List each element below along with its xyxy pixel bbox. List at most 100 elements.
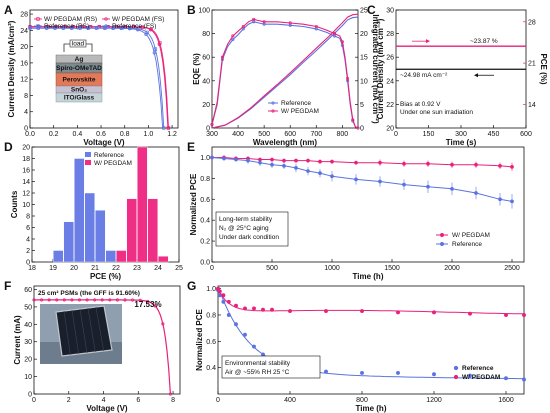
x-tick-label: 0.2 [49, 131, 59, 138]
jv-marker [44, 26, 49, 30]
data-point [318, 159, 322, 164]
x-axis-label: Wavelength (nm) [253, 138, 317, 147]
y-tick-label: 0 [28, 392, 32, 399]
pce-annotation: ~23.87 % [470, 38, 498, 45]
x-axis-label: PCE (%) [90, 272, 121, 281]
iv-marker [108, 298, 112, 302]
legend-marker [453, 374, 459, 380]
x-tick-label: 1500 [384, 265, 400, 272]
x-tick-label: 4 [102, 397, 106, 404]
legend: Reference W/ PEGDAM [453, 365, 500, 381]
y-tick-label: 6 [26, 225, 30, 232]
x-axis-label: Voltage (V) [83, 138, 125, 147]
y-tick-label: 12 [22, 191, 30, 198]
y-tick-label: 24 [20, 28, 28, 35]
y-tick-label: 0.4 [200, 218, 210, 225]
annotation-box [221, 355, 321, 379]
iv-marker [93, 298, 97, 302]
inset-layer-label: Ag [75, 56, 84, 63]
y-tick-label: 14 [22, 179, 30, 186]
iv-marker [146, 299, 150, 304]
eqe-marker [241, 24, 245, 29]
y-tick-label: 22 [386, 102, 394, 109]
plot-frame [29, 9, 179, 129]
y-right-axis-label: PCE (%) [539, 53, 548, 84]
jv-marker [152, 51, 156, 55]
data-point [402, 161, 406, 166]
data-point [354, 177, 358, 182]
data-point [474, 162, 478, 167]
data-point [252, 306, 256, 311]
y-right-tick-label: 14 [528, 102, 536, 109]
data-point [282, 163, 286, 168]
data-point [498, 197, 502, 202]
data-point [246, 158, 250, 163]
histogram-bar [116, 250, 127, 263]
x-tick-label: 0.6 [96, 131, 106, 138]
panel-c: C 0 150 300 450 600 Time (s) 20 22 24 26 28 30Curren… [367, 3, 548, 147]
y-tick-label: 0.4 [206, 365, 216, 372]
panel-e: E 0 500 1000 1500 2000 2500 Time (h) 0.0 0.2 0.4 0.… [187, 140, 525, 281]
y-tick-label: 20 [20, 44, 28, 51]
jv-marker [140, 25, 144, 29]
y-tick-label: 16 [22, 168, 30, 175]
data-point [432, 372, 436, 377]
x-tick-label: 8 [171, 397, 175, 404]
plot-frame [211, 146, 525, 263]
y-tick-label: 60 [24, 287, 32, 294]
histogram-bar [84, 192, 95, 263]
y-tick-label: 10 [24, 374, 32, 381]
inset-layer-label: Spiro-OMeTAD [56, 65, 102, 72]
iv-marker [55, 298, 59, 302]
module-cell-line [63, 310, 71, 356]
jv-marker [144, 32, 148, 37]
x-tick-label: 0.8 [120, 131, 130, 138]
data-point [294, 166, 298, 170]
x-tick-label: 6 [136, 397, 140, 404]
histogram-bar [95, 210, 106, 263]
y-tick-label: 4 [24, 109, 28, 116]
y-axis-label: Current Density (mA/cm²) [7, 20, 16, 117]
data-point [468, 311, 472, 316]
data-point [450, 162, 454, 167]
histogram-bar [137, 146, 148, 263]
histogram-bar [147, 198, 158, 263]
jv-marker [153, 47, 158, 51]
jv-marker [94, 26, 98, 30]
module-cell-line [87, 307, 96, 353]
x-tick-label: 23 [133, 265, 141, 272]
data-point [426, 184, 430, 189]
y-tick-label: 0.8 [200, 176, 210, 183]
data-point [360, 370, 364, 375]
y-axis-label: Counts [10, 190, 19, 218]
iv-marker [100, 298, 104, 302]
x-tick-label: 0 [216, 397, 220, 404]
device-stack-inset: load Ag Spiro-OMeTAD Perovskite SnO₂ITO/Glas… [55, 39, 103, 103]
iv-marker [47, 298, 51, 302]
x-tick-label: 1200 [426, 397, 442, 404]
pce-arrow-head [426, 39, 430, 44]
condition-annotation: Under dark condition [219, 234, 279, 241]
y-right-tick-label: 10 [360, 78, 368, 85]
y-tick-label: 20 [386, 126, 394, 133]
x-axis-label: Voltage (V) [86, 404, 128, 413]
iv-curve [34, 299, 171, 395]
x-tick-label: 400 [284, 397, 296, 404]
x-tick-label: 18 [28, 265, 36, 272]
condition-annotation: Air @ ~55% RH 25 °C [225, 368, 290, 376]
panel-label: C [367, 3, 376, 17]
x-tick-label: 700 [310, 131, 322, 138]
x-tick-label: 600 [520, 131, 532, 138]
data-point [324, 309, 328, 313]
y-tick-label: 20 [24, 357, 32, 364]
module-cell-line [79, 308, 88, 354]
eqe-marker [346, 76, 350, 80]
data-point [270, 157, 274, 162]
integrated-current-curve [211, 13, 359, 129]
eqe-marker [210, 122, 214, 127]
y-tick-label: 80 [202, 31, 210, 38]
x-tick-label: 22 [112, 265, 120, 272]
jv-marker [28, 26, 32, 30]
panel-f: F 0 2 4 6 8 Voltage (V) 0 10 20 30 40 50 60 Current (m… [4, 279, 181, 413]
